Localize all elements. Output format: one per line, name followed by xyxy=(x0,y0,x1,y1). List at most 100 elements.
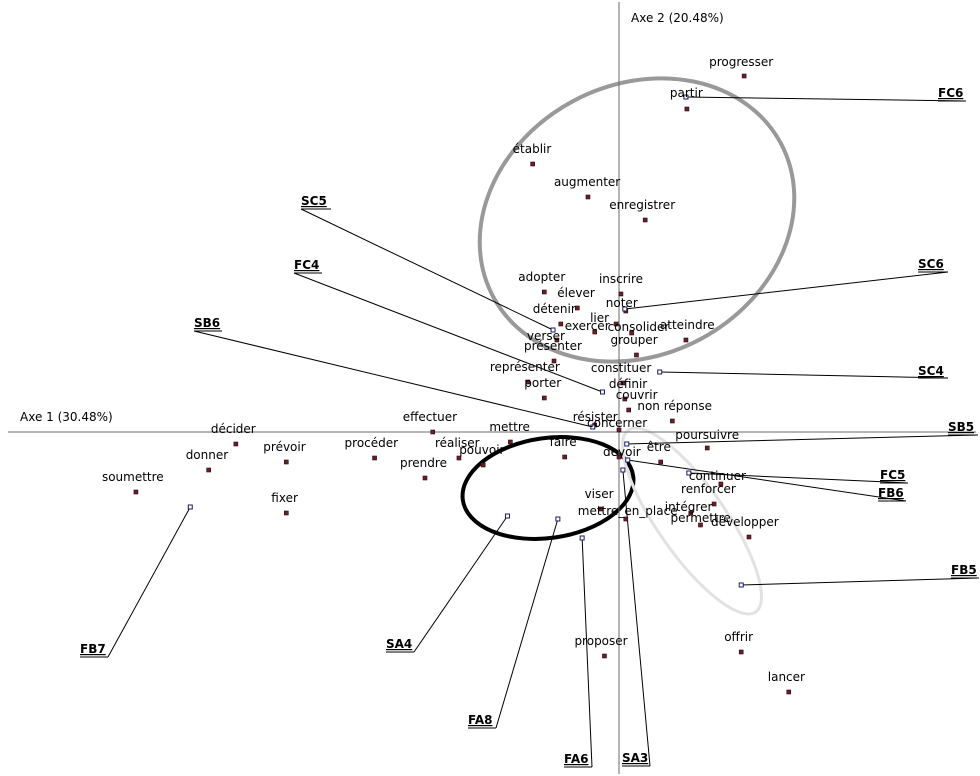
point-realiser xyxy=(456,455,462,461)
label-etre: être xyxy=(647,440,671,454)
label-concerner: concerner xyxy=(587,416,647,430)
group-label-fc6: FC6 xyxy=(938,86,963,100)
point-offrir xyxy=(738,649,744,655)
group-point-fa8 xyxy=(555,516,561,522)
group-point-sc5 xyxy=(550,327,556,333)
label-decider: décider xyxy=(211,422,256,436)
point-faire xyxy=(562,454,567,460)
point-partir xyxy=(684,106,690,112)
group-label-sb6: SB6 xyxy=(194,316,220,330)
label-pouvoir: pouvoir xyxy=(459,443,504,457)
point-continuer xyxy=(718,481,724,487)
connector-fc4 xyxy=(293,272,603,393)
label-devoir: devoir xyxy=(603,445,641,459)
connector-fa6 xyxy=(581,537,593,768)
group-point-sc4 xyxy=(657,369,663,375)
label-consolider: consolider xyxy=(608,320,670,334)
label-poursuivre: poursuivre xyxy=(675,428,739,442)
point-couvrir xyxy=(626,407,632,413)
label-proposer: proposer xyxy=(574,634,627,648)
connector-fc6 xyxy=(685,96,967,102)
label-resister: résister xyxy=(573,410,618,424)
data-points xyxy=(133,73,792,695)
label-definir: définir xyxy=(609,377,647,391)
cluster-ellipse-upper xyxy=(477,76,797,364)
connector-sc6 xyxy=(624,271,949,310)
axes: Axe 1 (30.48%) Axe 2 (20.48%) xyxy=(8,2,976,774)
group-label-fc4: FC4 xyxy=(294,258,319,272)
label-couvrir: couvrir xyxy=(616,388,658,402)
point-definir xyxy=(622,396,628,402)
label-mettre-en-place: mettre_en_place xyxy=(578,504,678,518)
group-label-sc6: SC6 xyxy=(918,257,944,271)
group-label-sa3: SA3 xyxy=(622,751,648,765)
label-lancer: lancer xyxy=(768,670,805,684)
x-axis-label: Axe 1 (30.48%) xyxy=(20,410,113,424)
point-grouper xyxy=(634,352,639,358)
point-fixer xyxy=(283,510,289,516)
data-labels: progresser partir établir augmenter enregist… xyxy=(80,55,977,766)
point-developper xyxy=(746,534,752,540)
group-point-fb7 xyxy=(187,504,193,510)
label-renforcer: renforcer xyxy=(681,482,736,496)
point-prevoir xyxy=(283,459,289,465)
label-etablir: établir xyxy=(513,142,552,156)
point-proceder xyxy=(372,455,377,461)
cluster-ellipse-left xyxy=(460,435,636,541)
point-integrer xyxy=(688,510,694,516)
label-continuer: continuer xyxy=(689,469,746,483)
connector-sc4 xyxy=(659,371,949,379)
group-point-sc6 xyxy=(622,306,628,312)
group-point-sb6 xyxy=(590,424,596,430)
connector-fb7 xyxy=(107,506,191,658)
label-soumettre: soumettre xyxy=(102,470,164,484)
point-inscrire xyxy=(618,291,624,297)
point-mettre-en-place xyxy=(623,516,629,522)
point-lier xyxy=(613,321,619,327)
label-verser: verser xyxy=(527,329,565,343)
label-progresser: progresser xyxy=(709,55,773,69)
point-mettre xyxy=(508,439,513,445)
group-point-fb6 xyxy=(625,457,631,463)
label-augmenter: augmenter xyxy=(554,175,620,189)
point-exercer xyxy=(592,329,598,335)
point-proposer xyxy=(602,653,607,659)
point-augmenter xyxy=(585,194,591,200)
label-realiser: réaliser xyxy=(435,436,480,450)
label-offrir: offrir xyxy=(724,630,753,644)
label-integrer: intégrer xyxy=(665,500,713,514)
label-effectuer: effectuer xyxy=(403,410,457,424)
group-label-fb5: FB5 xyxy=(951,563,977,577)
label-adopter: adopter xyxy=(518,270,565,284)
group-label-fb6: FB6 xyxy=(878,486,904,500)
label-atteindre: atteindre xyxy=(660,318,715,332)
point-lancer xyxy=(786,689,792,695)
point-presenter xyxy=(551,358,557,364)
group-point-sa4 xyxy=(504,513,510,519)
group-point-fc4 xyxy=(600,389,606,395)
point-etablir xyxy=(530,161,535,167)
group-label-fa6: FA6 xyxy=(564,752,588,766)
group-label-sc5: SC5 xyxy=(301,194,327,208)
group-label-fa8: FA8 xyxy=(468,713,492,727)
label-donner: donner xyxy=(186,448,229,462)
group-point-sb5 xyxy=(624,441,630,447)
group-label-sb5: SB5 xyxy=(948,420,974,434)
label-detenir: détenir xyxy=(533,302,576,316)
connector-sa4 xyxy=(413,515,508,653)
point-detenir xyxy=(558,321,564,327)
point-concerner xyxy=(616,427,622,433)
label-presenter: présenter xyxy=(524,339,582,353)
connector-fb5 xyxy=(741,577,980,586)
label-non-reponse: non réponse xyxy=(637,399,712,413)
group-label-sc4: SC4 xyxy=(918,364,944,378)
point-devoir xyxy=(616,454,622,460)
label-viser: viser xyxy=(585,487,614,501)
label-representer: représenter xyxy=(490,360,560,374)
group-label-fc5: FC5 xyxy=(880,468,905,482)
point-consolider xyxy=(629,330,634,336)
point-progresser xyxy=(741,73,747,79)
label-grouper: grouper xyxy=(610,333,657,347)
label-fixer: fixer xyxy=(271,491,298,505)
point-elever xyxy=(574,305,580,311)
